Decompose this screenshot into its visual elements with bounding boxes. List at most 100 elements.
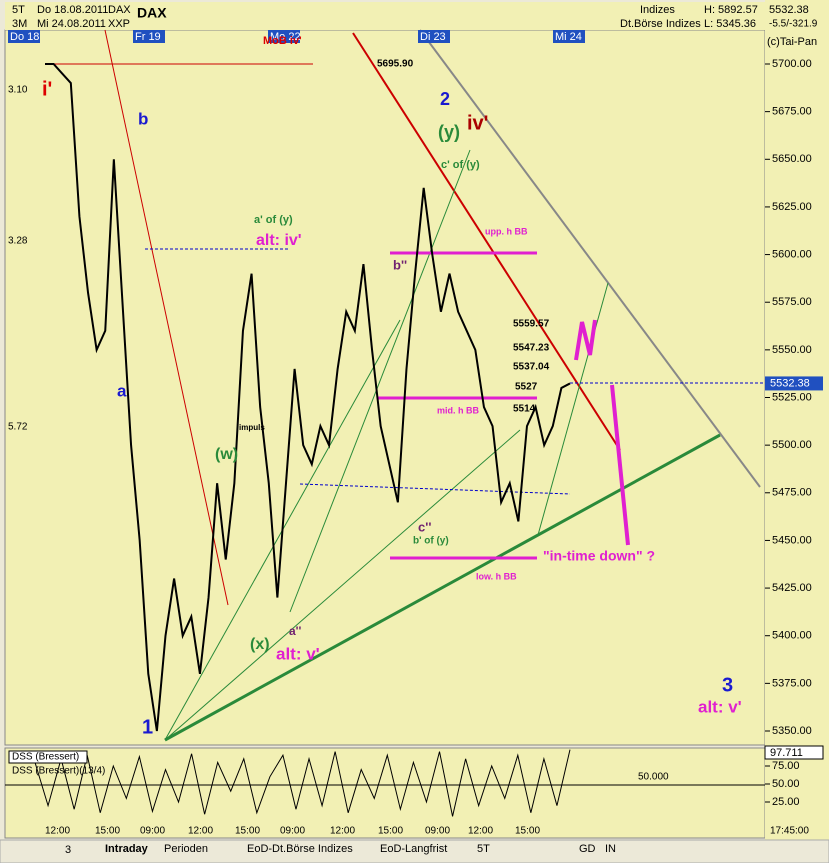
day-label: Fr 19 (135, 31, 161, 43)
trendline (419, 29, 761, 488)
y-tick-label: 5450.00 (772, 534, 812, 546)
osc-title-box (8, 750, 88, 764)
annotation: 5537.04 (513, 362, 550, 373)
day-box (268, 30, 300, 43)
annotation: (w) (215, 446, 238, 463)
osc-level: 50.000 (638, 772, 669, 783)
annotation: 1 (142, 716, 153, 738)
x-tick-label: 12:00 (45, 826, 70, 837)
axis-area (765, 0, 829, 840)
y-tick-label: 50.00 (772, 778, 800, 790)
annotation: b (138, 109, 148, 128)
annotation: low. h BB (476, 571, 517, 581)
market: Dt.Börse Indizes (620, 18, 701, 30)
x-tick-label: 12:00 (330, 826, 355, 837)
osc-current-box (764, 745, 824, 760)
from: Do 18.08.2011 (37, 4, 108, 16)
annotation: alt: v' (698, 697, 742, 716)
x-tick-label: 15:00 (378, 826, 403, 837)
tab[interactable]: Intraday (105, 843, 149, 855)
trendline (164, 433, 721, 742)
y-tick-label: 5400.00 (772, 630, 812, 642)
x-tick-label: 15:00 (235, 826, 260, 837)
to: Mi 24.08.2011 (37, 18, 106, 30)
arrow (610, 384, 630, 546)
annotation: "in-time down" ? (543, 548, 655, 564)
trendline (104, 29, 229, 606)
group: Indizes (640, 4, 675, 16)
left-label: 3.10 (8, 85, 28, 96)
annotation: 5695.90 (377, 59, 414, 70)
copyright: (c)Tai-Pan (767, 36, 817, 48)
y-tick-label: 5425.00 (772, 582, 812, 594)
fan-line (164, 429, 521, 741)
annotation: alt: v' (276, 644, 320, 663)
y-tick-label: 5550.00 (772, 344, 812, 356)
symbol: DAX (108, 4, 131, 16)
y-tick-label: 5625.00 (772, 201, 812, 213)
annotation: 3 (722, 674, 733, 696)
y-tick-label: 5475.00 (772, 487, 812, 499)
y-tick-label: 75.00 (772, 760, 800, 772)
annotation: impuls (239, 423, 265, 432)
name: DAX (137, 5, 167, 21)
x-tick-label: 12:00 (188, 826, 213, 837)
range: 3M (12, 18, 27, 30)
header (5, 2, 765, 30)
annotation: upp. h BB (485, 226, 528, 236)
y-tick-label: 5650.00 (772, 153, 812, 165)
day-label: Mi 24 (555, 31, 582, 43)
low: L: 5345.36 (704, 18, 756, 30)
price-line (45, 63, 571, 732)
day-box (133, 30, 165, 43)
annotation: i' (42, 78, 52, 100)
tab[interactable]: Perioden (164, 843, 208, 855)
annotation: mid. h BB (437, 405, 479, 415)
y-tick-label: 5500.00 (772, 439, 812, 451)
y-tick-label: 5675.00 (772, 106, 812, 118)
annotation: c' of (y) (441, 159, 480, 171)
day-label: Mo 22 (270, 31, 301, 43)
y-tick-label: 5375.00 (772, 677, 812, 689)
current-price-box (765, 376, 823, 391)
x-tick-label: 09:00 (425, 826, 450, 837)
annotation: b' of (y) (413, 536, 449, 547)
hline (299, 483, 571, 495)
y-tick-label: 5350.00 (772, 725, 812, 737)
tab[interactable]: 5T (477, 843, 490, 855)
y-tick-label: 5525.00 (772, 391, 812, 403)
tab[interactable]: GD (579, 843, 596, 855)
annotation: 5547.23 (513, 343, 550, 354)
trendline (352, 32, 621, 451)
chart-area (4, 29, 766, 746)
annotation: MoB iv' (263, 35, 302, 47)
osc-current: 97.711 (770, 747, 803, 759)
annotation: (y) (438, 122, 460, 142)
annotation: iv' (467, 112, 488, 134)
annotation: (x) (250, 636, 270, 653)
x-tick-label: 17:45:00 (770, 826, 809, 837)
day-box (418, 30, 450, 43)
x-tick-label: 09:00 (140, 826, 165, 837)
tab[interactable]: EoD-Dt.Börse Indizes (247, 843, 353, 855)
x-tick-label: 15:00 (515, 826, 540, 837)
exchange: XXP (108, 18, 130, 30)
x-tick-label: 15:00 (95, 826, 120, 837)
arrow (574, 319, 597, 361)
y-tick-label: 5700.00 (772, 58, 812, 70)
annotation: 5559.57 (513, 319, 550, 330)
annotation: 2 (440, 89, 450, 109)
annotation: a' of (y) (254, 214, 293, 226)
last: 5532.38 (769, 4, 809, 16)
annotation: a'' (289, 624, 302, 638)
day-box (553, 30, 585, 43)
left-label: 3.28 (8, 236, 28, 247)
annotation: 5527 (515, 382, 538, 393)
tab[interactable]: EoD-Langfrist (380, 843, 447, 855)
tab[interactable]: IN (605, 843, 616, 855)
y-tick-label: 25.00 (772, 796, 800, 808)
tab[interactable]: 3 (65, 844, 71, 856)
x-tick-label: 12:00 (468, 826, 493, 837)
y-tick-label: 5575.00 (772, 296, 812, 308)
